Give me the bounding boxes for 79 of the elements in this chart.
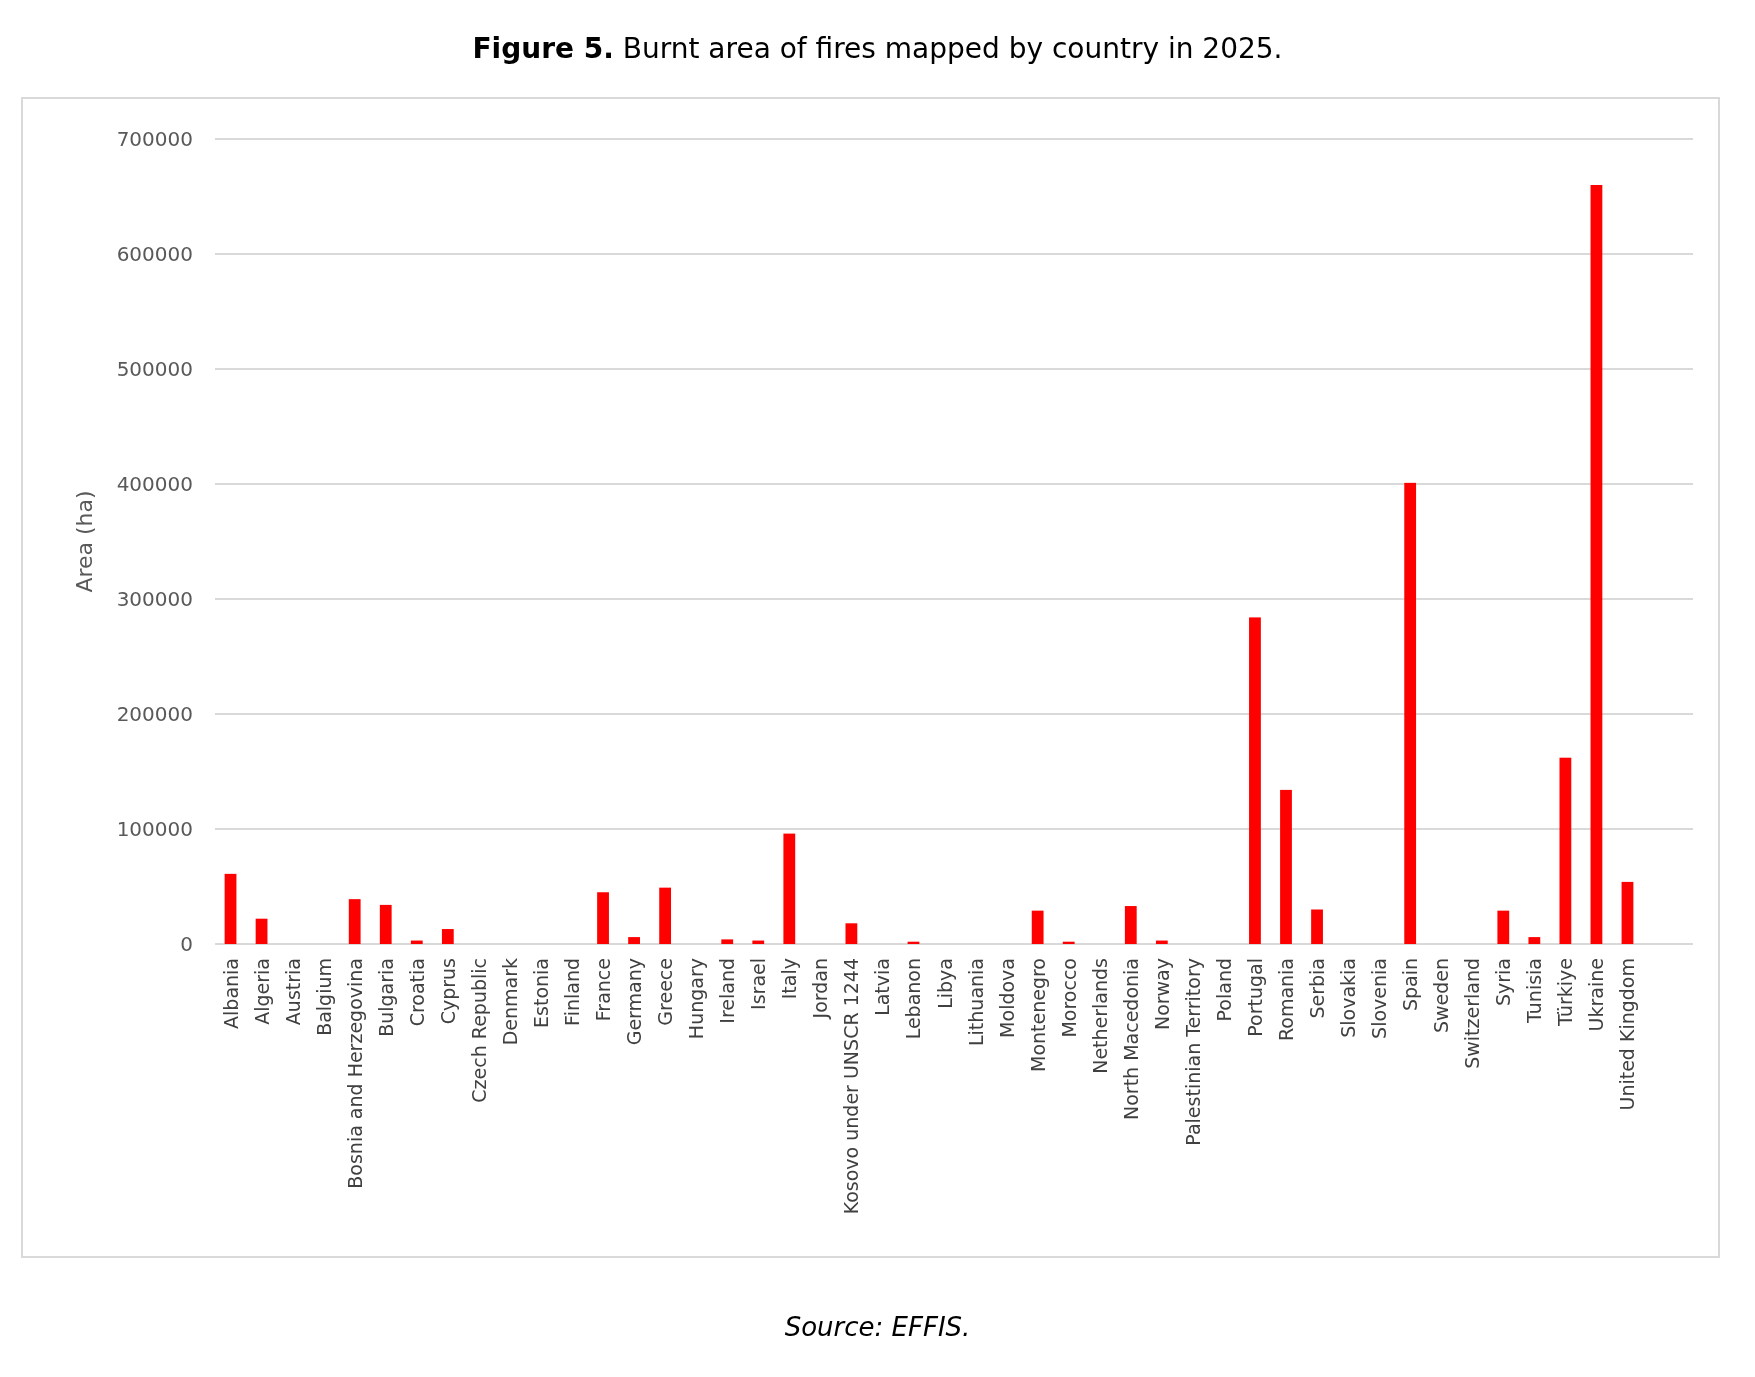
x-tick-label: Israel xyxy=(747,958,770,1010)
x-tick-label: Slovakia xyxy=(1337,958,1360,1038)
bar xyxy=(1590,185,1603,944)
x-tick-label: Tunisia xyxy=(1523,958,1546,1024)
x-tick-label: Serbia xyxy=(1306,958,1329,1019)
x-tick-label: Croatia xyxy=(405,958,428,1027)
x-tick-label: Germany xyxy=(623,958,646,1046)
x-tick-label: Romania xyxy=(1275,958,1297,1042)
x-tick-label: Norway xyxy=(1150,958,1173,1031)
bar xyxy=(1311,909,1323,944)
x-tick-label: Türkiye xyxy=(1554,958,1577,1028)
x-tick-label: Ukraine xyxy=(1585,958,1608,1032)
x-tick-label: Balgium xyxy=(312,958,335,1036)
x-tick-label: Finland xyxy=(561,958,583,1026)
bar xyxy=(597,892,609,944)
y-tick-label: 0 xyxy=(180,932,193,956)
y-tick-label: 400000 xyxy=(116,472,193,496)
bar xyxy=(379,904,392,944)
bar xyxy=(348,899,361,944)
y-tick-label: 300000 xyxy=(116,587,193,611)
bar xyxy=(628,937,640,944)
bar xyxy=(1559,757,1572,944)
bar xyxy=(1497,910,1510,944)
x-tick-label: Lebanon xyxy=(902,958,925,1040)
bar xyxy=(1031,910,1044,944)
bar xyxy=(659,887,672,944)
x-tick-label: Moldova xyxy=(995,958,1018,1038)
bar xyxy=(441,929,454,944)
x-tick-label: Ireland xyxy=(716,958,739,1024)
x-tick-label: Syria xyxy=(1492,958,1515,1007)
chart-title: Figure 5. Burnt area of fires mapped by country in 2025. xyxy=(472,32,1283,65)
x-tick-label: United Kingdom xyxy=(1616,958,1639,1111)
x-tick-label: Morocco xyxy=(1057,958,1080,1038)
x-tick-label: Kosovo under UNSCR 1244 xyxy=(840,958,863,1215)
source-note: Source: EFFIS. xyxy=(784,1312,971,1342)
x-tick-label: Austria xyxy=(281,958,304,1026)
x-tick-label: Algeria xyxy=(250,958,273,1025)
x-tick-label: North Macedonia xyxy=(1119,958,1142,1121)
bar xyxy=(255,918,268,944)
bar xyxy=(224,873,237,944)
x-tick-label: Cyprus xyxy=(436,958,459,1025)
bar xyxy=(845,923,858,944)
x-tick-label: Portugal xyxy=(1243,958,1266,1037)
x-tick-label: Albania xyxy=(219,958,242,1029)
bar xyxy=(721,939,734,944)
x-tick-label: Estonia xyxy=(529,958,552,1028)
x-tick-label: Lithuania xyxy=(964,958,987,1047)
x-tick-label: Italy xyxy=(778,958,801,1000)
x-tick-label: Denmark xyxy=(498,958,521,1046)
y-tick-label: 500000 xyxy=(116,357,193,381)
x-tick-label: Sweden xyxy=(1430,958,1453,1034)
x-tick-label: Hungary xyxy=(685,958,708,1040)
x-tick-label: Montenegro xyxy=(1026,958,1049,1073)
bar xyxy=(1280,789,1292,944)
x-tick-label: Bosnia and Herzegovina xyxy=(343,958,366,1189)
y-tick-label: 100000 xyxy=(116,817,193,841)
bar xyxy=(1404,482,1417,944)
bar xyxy=(1249,617,1261,944)
x-tick-label: Netherlands xyxy=(1088,958,1111,1074)
x-tick-label: Bulgaria xyxy=(374,958,397,1037)
bar xyxy=(1621,881,1634,944)
x-tick-label: Czech Republic xyxy=(467,958,490,1103)
bar xyxy=(1124,906,1137,944)
x-tick-label: Palestinian Territory xyxy=(1181,958,1204,1146)
x-tick-label: Poland xyxy=(1212,958,1235,1022)
x-tick-label: Latvia xyxy=(871,958,894,1016)
y-tick-label: 200000 xyxy=(116,702,193,726)
x-tick-label: Greece xyxy=(654,958,677,1026)
x-tick-label: Spain xyxy=(1399,958,1422,1012)
x-tick-label: France xyxy=(592,958,615,1022)
bar xyxy=(783,833,796,944)
y-axis-title: Area (ha) xyxy=(72,490,97,593)
x-tick-label: Libya xyxy=(933,958,956,1009)
y-tick-label: 700000 xyxy=(116,127,193,151)
x-tick-label: Slovenia xyxy=(1368,958,1391,1039)
x-tick-label: Switzerland xyxy=(1461,958,1484,1069)
y-tick-label: 600000 xyxy=(116,242,193,266)
bar xyxy=(1528,937,1541,944)
x-tick-label: Jordan xyxy=(809,958,832,1020)
